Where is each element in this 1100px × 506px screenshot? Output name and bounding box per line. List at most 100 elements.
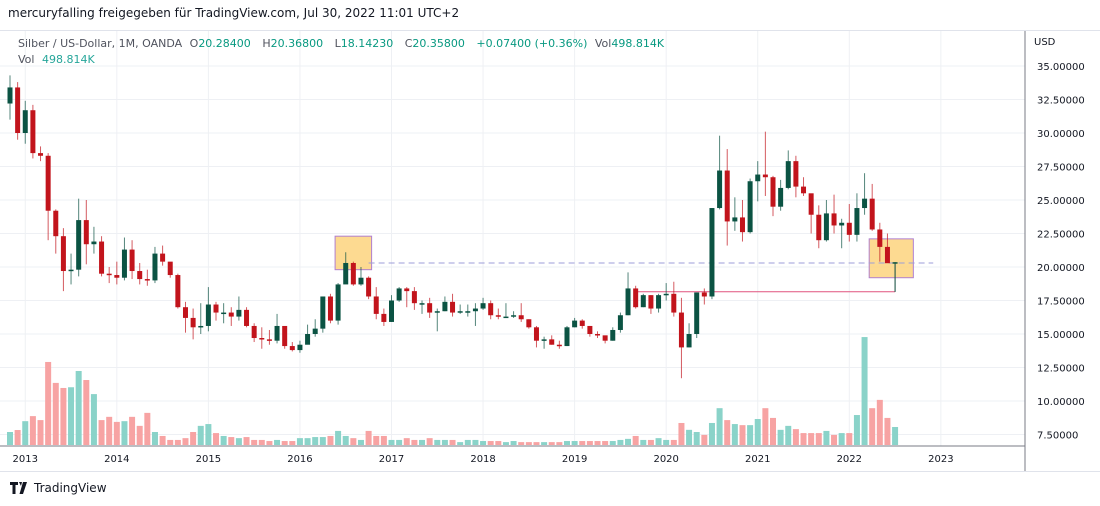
candle-body (686, 334, 692, 348)
volume-bar (380, 435, 387, 445)
price-tick-label: 30.00000 (1037, 129, 1085, 140)
candle-body (671, 293, 677, 313)
volume-bar (274, 439, 281, 445)
candle-body (152, 253, 158, 281)
time-tick-label: 2020 (653, 454, 678, 465)
candle-body (755, 174, 761, 182)
volume-bar (159, 435, 166, 445)
close-label: C (404, 37, 413, 50)
volume-bar (449, 439, 456, 445)
time-tick-label: 2022 (837, 454, 862, 465)
candle-body (846, 222, 852, 235)
volume-bar (563, 441, 570, 445)
candle-body (381, 313, 387, 322)
volume-bar (266, 441, 273, 445)
candle-body (396, 288, 402, 301)
candle-body (121, 249, 127, 278)
candle-body (465, 311, 471, 313)
candle-body (701, 292, 707, 297)
volume-bar (625, 438, 632, 445)
chart-share-title: mercuryfalling freigegeben für TradingVi… (8, 6, 460, 20)
candle-body (228, 312, 234, 317)
candle-body (648, 295, 654, 309)
volume-bar (800, 433, 807, 445)
price-tick-label: 27.50000 (1037, 163, 1085, 174)
candle-body (785, 161, 791, 188)
volume-bar (373, 435, 380, 445)
volume-bar (327, 435, 334, 445)
volume-bar (258, 439, 265, 445)
candle-body (327, 296, 333, 321)
volume-bar (831, 434, 838, 445)
candle-body (274, 325, 280, 341)
brand-name: TradingView (34, 481, 107, 495)
volume-bar (357, 439, 364, 445)
candle-body (610, 329, 616, 341)
annotation-rectangle (868, 238, 914, 279)
volume-bar (632, 435, 639, 445)
candle-body (663, 293, 669, 296)
volume-bar (739, 425, 746, 445)
volume-bar (724, 420, 731, 445)
candle-body (587, 325, 593, 334)
candle-body (823, 213, 829, 241)
candle-body (778, 187, 784, 207)
high-value: 20.36800 (270, 37, 324, 50)
volume-bar (602, 441, 609, 445)
candle-body (511, 315, 517, 317)
candle-body (457, 311, 463, 313)
candle-body (259, 338, 265, 340)
volume-bar (464, 439, 471, 445)
price-tick-label: 12.50000 (1037, 364, 1085, 375)
volume-bar (884, 417, 891, 445)
volume-bar (770, 417, 776, 445)
candle-body (747, 181, 753, 233)
candle-body (129, 249, 135, 272)
volume-label[interactable]: Vol (18, 53, 35, 66)
candle-body (45, 155, 51, 211)
volume-bar (365, 430, 372, 445)
candle-body (83, 220, 89, 245)
volume-bar (869, 408, 876, 445)
candle-body (884, 246, 890, 264)
volume-bar (90, 394, 97, 445)
volume-bar (121, 421, 128, 445)
candle-body (244, 309, 250, 326)
candlestick-chart[interactable]: 35.00000 32.50000 30.00000 27.50000 25.00000… (0, 31, 1100, 471)
candle-body (106, 273, 112, 276)
vol-value: 498.814K (611, 37, 665, 50)
time-tick-label: 2023 (928, 454, 953, 465)
volume-bar (655, 438, 662, 445)
volume-bar (220, 435, 227, 445)
volume-bar (350, 438, 357, 445)
volume-bar (823, 430, 830, 445)
price-tick-label: 22.50000 (1037, 230, 1085, 241)
volume-bar (487, 441, 494, 445)
chart-area[interactable]: 35.00000 32.50000 30.00000 27.50000 25.00000… (0, 30, 1100, 472)
volume-bar (312, 437, 319, 445)
candle-body (91, 241, 97, 245)
candle-body (556, 344, 562, 347)
volume-bar (693, 432, 700, 445)
candle-body (869, 198, 875, 230)
time-tick-label: 2013 (13, 454, 38, 465)
candle-body (808, 193, 814, 215)
candle-body (373, 296, 379, 314)
volume-bar (22, 421, 29, 445)
low-label: L (334, 37, 341, 50)
volume-bar (411, 439, 418, 445)
time-tick-label: 2018 (470, 454, 495, 465)
volume-bar (434, 439, 441, 445)
volume-bar (205, 424, 212, 445)
candle-body (595, 334, 601, 336)
volume-bar (235, 438, 242, 445)
open-label: O (189, 37, 199, 50)
volume-bar (571, 441, 578, 445)
candle-body (343, 262, 349, 285)
volume-bar (670, 439, 677, 445)
volume-bar (251, 439, 258, 445)
volume-bar (846, 433, 853, 445)
candle-body (30, 110, 36, 154)
symbol-label[interactable]: Silber / US-Dollar, 1M, OANDA (18, 37, 183, 50)
price-tick-label: 20.00000 (1037, 263, 1085, 274)
